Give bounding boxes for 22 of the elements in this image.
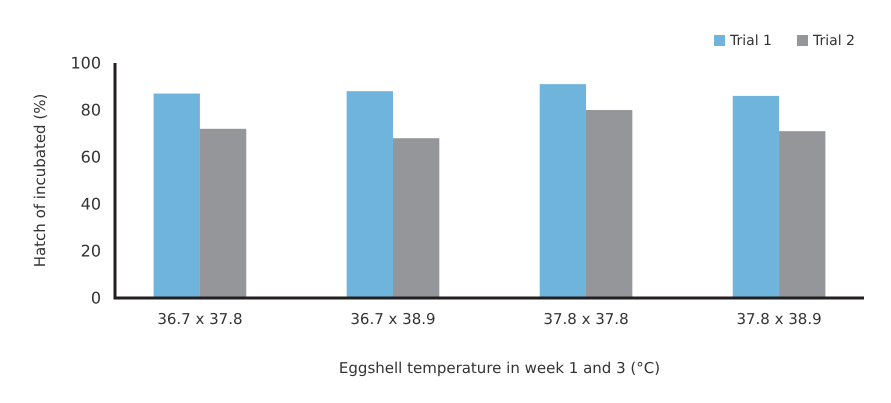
y-tick-label: 60 bbox=[80, 148, 101, 167]
y-tick-label: 80 bbox=[80, 100, 101, 120]
legend-label: Trial 1 bbox=[729, 33, 772, 49]
x-tick-label: 37.8 x 38.9 bbox=[736, 310, 822, 328]
bar bbox=[346, 91, 393, 298]
bar bbox=[732, 96, 780, 298]
bar bbox=[154, 94, 200, 298]
y-axis-title: Hatch of incubated (%) bbox=[31, 94, 49, 268]
legend-label: Trial 2 bbox=[812, 33, 855, 49]
y-tick-label: 100 bbox=[70, 54, 101, 73]
x-tick-label: 36.7 x 37.8 bbox=[157, 310, 243, 328]
bar bbox=[392, 138, 440, 298]
y-tick-label: 40 bbox=[80, 194, 101, 214]
x-tick-label: 36.7 x 38.9 bbox=[350, 310, 436, 328]
bar bbox=[540, 84, 586, 298]
bar bbox=[586, 110, 632, 298]
bar bbox=[779, 131, 826, 298]
bar bbox=[200, 128, 246, 298]
y-tick-label: 20 bbox=[80, 242, 101, 261]
y-tick-label: 0 bbox=[90, 288, 101, 308]
x-axis-title: Eggshell temperature in week 1 and 3 (°C) bbox=[338, 359, 660, 377]
x-tick-label: 37.8 x 37.8 bbox=[543, 310, 629, 328]
